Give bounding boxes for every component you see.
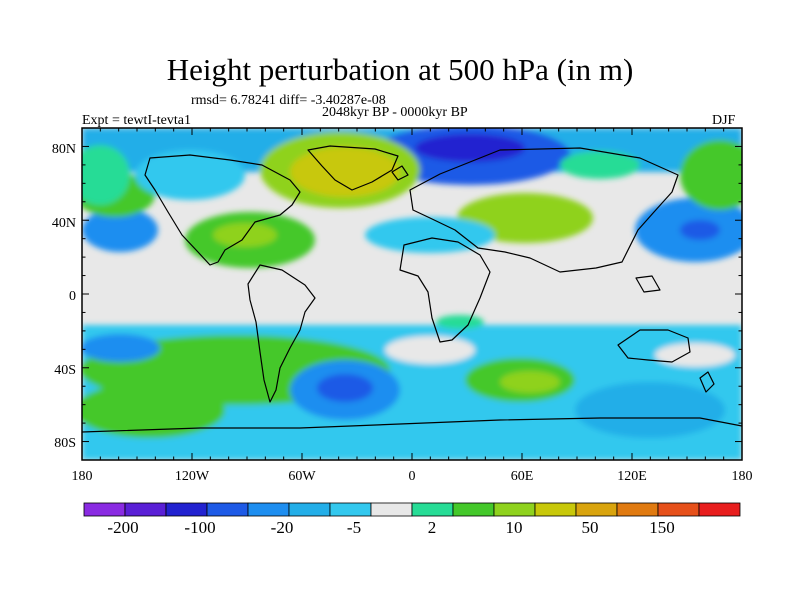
colorbar-swatch	[698, 502, 741, 517]
colorbar-swatch	[247, 502, 290, 517]
y-axis-labels: 80N 40N 0 40S 80S	[52, 142, 76, 451]
y-tick-label: 80N	[52, 142, 76, 157]
axis-ticks	[81, 127, 743, 461]
colorbar-swatch	[288, 502, 331, 517]
y-tick-label: 40N	[52, 216, 76, 231]
colorbar-label: -100	[184, 518, 215, 537]
x-tick-label: 60W	[288, 469, 316, 484]
colorbar-swatch	[575, 502, 618, 517]
x-tick-label: 120W	[175, 469, 210, 484]
colorbar-label: 2	[428, 518, 437, 537]
period-label: 2048kyr BP - 0000kyr BP	[322, 105, 468, 120]
stats-line: rmsd= 6.78241 diff= -3.40287e-08	[191, 93, 386, 108]
y-tick-label: 40S	[54, 363, 76, 378]
colorbar-label: -200	[107, 518, 138, 537]
colorbar-label: -20	[271, 518, 294, 537]
map-title: Height perturbation at 500 hPa (in m)	[166, 52, 634, 87]
colorbar-labels: -200 -100 -20 -5 2 10 50 150	[107, 518, 674, 537]
x-tick-label: 60E	[511, 469, 534, 484]
colorbar-swatch	[534, 502, 577, 517]
colorbar-swatch	[657, 502, 700, 517]
colorbar-swatches	[83, 502, 741, 517]
y-tick-label: 80S	[54, 436, 76, 451]
x-tick-label: 180	[732, 469, 753, 484]
colorbar-swatch	[370, 502, 413, 517]
x-tick-label: 0	[409, 469, 416, 484]
season-label: DJF	[712, 113, 736, 128]
experiment-label: Expt = tewtI-tevta1	[82, 113, 191, 128]
colorbar-swatch	[165, 502, 208, 517]
colorbar-swatch	[493, 502, 536, 517]
colorbar-swatch	[206, 502, 249, 517]
contour-field	[82, 128, 742, 460]
colorbar-swatch	[83, 502, 126, 517]
colorbar-swatch	[124, 502, 167, 517]
x-axis-labels: 180 120W 60W 0 60E 120E 180	[72, 469, 753, 484]
colorbar-swatch	[452, 502, 495, 517]
y-tick-label: 0	[69, 289, 76, 304]
colorbar-label: -5	[347, 518, 361, 537]
colorbar-swatch	[411, 502, 454, 517]
x-tick-label: 120E	[617, 469, 647, 484]
colorbar-label: 50	[582, 518, 599, 537]
colorbar-swatch	[329, 502, 372, 517]
coastlines	[82, 145, 742, 433]
colorbar-label: 150	[649, 518, 675, 537]
x-tick-label: 180	[72, 469, 93, 484]
colorbar-swatch	[616, 502, 659, 517]
colorbar-label: 10	[506, 518, 523, 537]
